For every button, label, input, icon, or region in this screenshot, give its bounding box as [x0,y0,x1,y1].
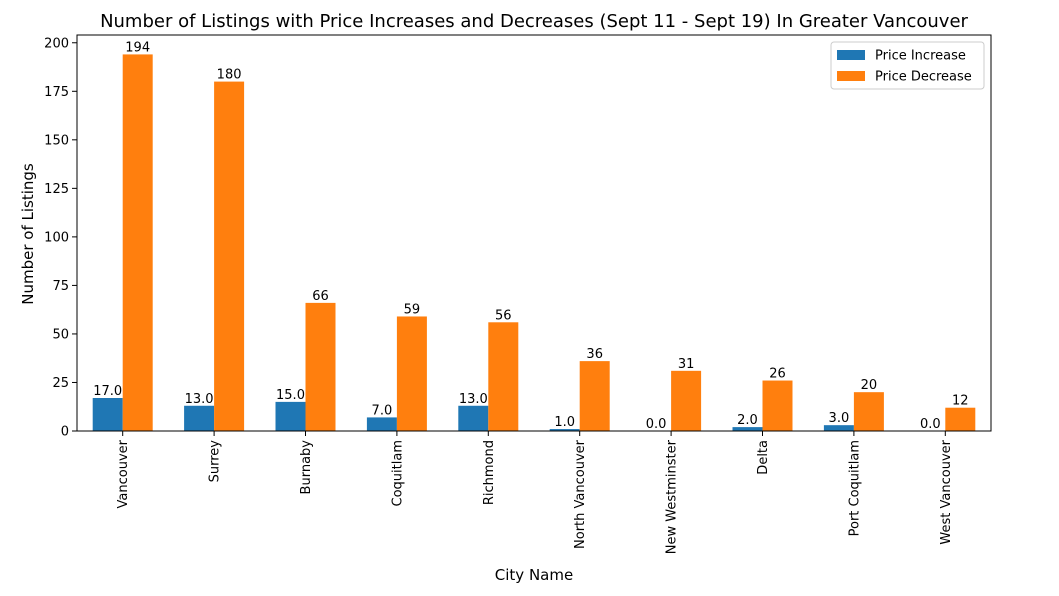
bar [732,427,763,431]
x-tick-label: Richmond [482,440,497,505]
plot-area: 17.0 13.0 15.0 7.0 13.0 1.0 0.0 2.0 3.0 0.0 194 180… [44,34,992,554]
bar [275,401,306,431]
data-label: 20 [861,378,878,393]
bar [671,370,702,431]
x-tick-label: Delta [756,440,771,475]
data-label: 66 [312,289,329,304]
y-tick-label: 50 [52,327,69,342]
bar [579,361,610,431]
data-label: 12 [952,394,969,409]
y-tick-label: 175 [44,85,69,100]
y-tick-label: 100 [44,230,69,245]
bar [458,405,489,431]
data-label: 194 [125,40,150,55]
legend-label: Price Decrease [875,70,972,85]
y-tick-label: 0 [61,425,69,440]
data-label: 26 [769,367,786,382]
bar [488,322,519,431]
bar [945,407,976,431]
legend-box [830,41,985,90]
data-label: 0.0 [646,417,667,432]
y-tick-label: 200 [44,36,69,51]
x-tick-label: West Vancouver [939,439,954,544]
x-tick-label: Vancouver [116,439,131,508]
data-label: 13.0 [459,392,488,407]
bar [184,405,215,431]
y-tick-label: 150 [44,133,69,148]
y-axis-title: Number of Listings [19,163,37,305]
x-tick-label: Burnaby [299,440,314,495]
bar [366,417,397,431]
bar [305,302,336,431]
bar [853,392,884,431]
y-tick-label: 125 [44,182,69,197]
legend-swatch [837,71,865,81]
chart-title: Number of Listings with Price Increases … [100,11,968,32]
bar [823,425,854,431]
x-tick-label: North Vancouver [573,439,588,549]
legend: Price Increase Price Decrease [830,41,985,90]
data-label: 15.0 [276,388,305,403]
bar [396,316,427,431]
data-label: 7.0 [372,403,393,418]
data-label: 56 [495,308,512,323]
data-label: 31 [678,357,695,372]
data-label: 59 [404,302,421,317]
data-label: 1.0 [554,415,575,430]
bar [762,380,793,431]
bar [92,398,123,431]
x-tick-label: New Westminster [665,439,680,554]
data-label: 2.0 [737,413,758,428]
x-axis-title: City Name [495,566,573,584]
bar [122,54,153,431]
legend-label: Price Increase [875,49,966,64]
x-tick-label: Surrey [208,440,223,483]
y-tick-label: 25 [52,376,69,391]
x-tick-label: Port Coquitlam [847,440,862,536]
data-label: 0.0 [920,417,941,432]
plot-frame [76,34,992,432]
data-label: 13.0 [185,392,214,407]
x-tick-label: Coquitlam [390,440,405,506]
legend-swatch [837,50,865,60]
bar [549,429,580,431]
data-label: 36 [586,347,603,362]
data-label: 180 [217,68,242,83]
data-label: 3.0 [829,411,850,426]
y-tick-label: 75 [52,279,69,294]
data-label: 17.0 [93,384,122,399]
bar [214,81,245,432]
